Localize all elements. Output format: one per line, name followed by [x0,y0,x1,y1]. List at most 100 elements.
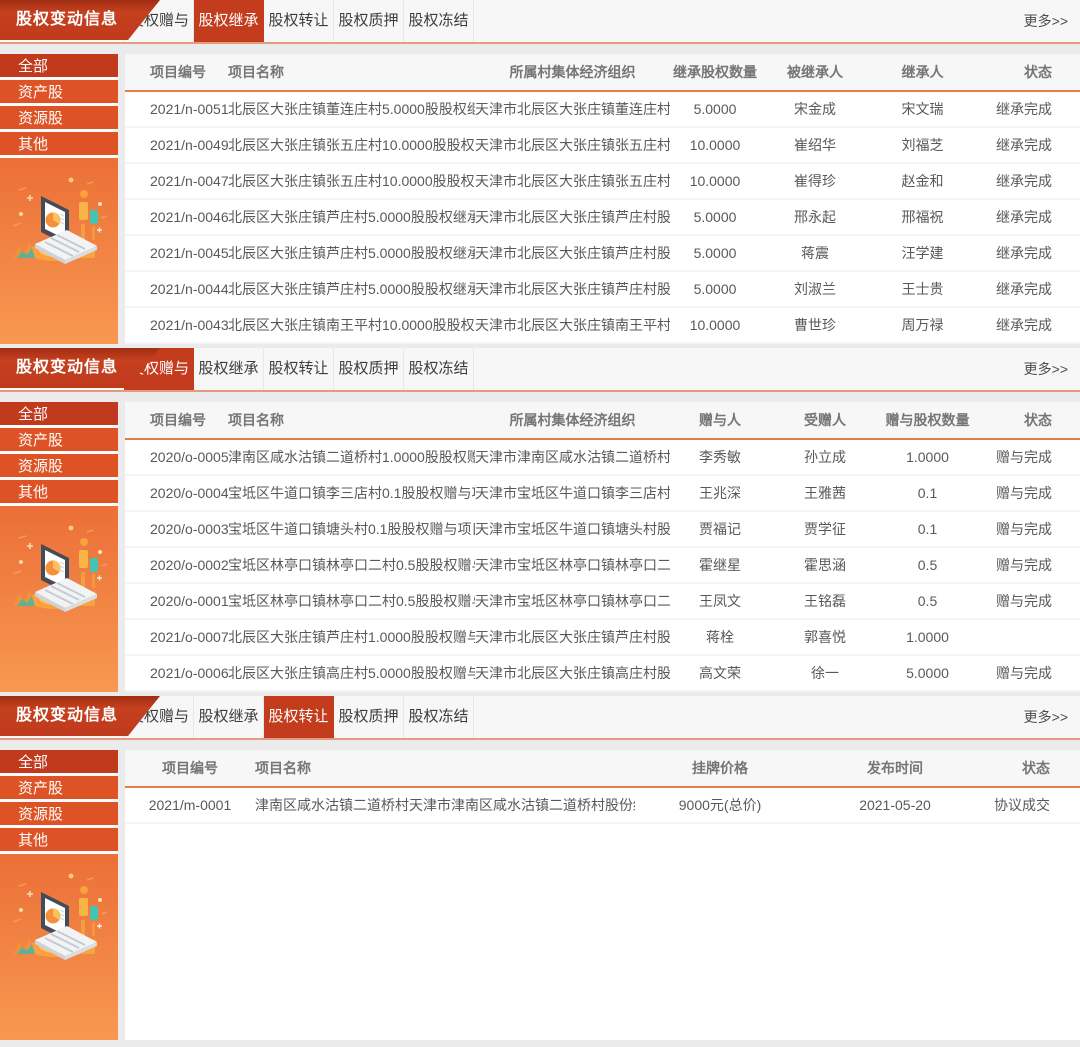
table-row[interactable]: 2021/n-0044 北辰区大张庄镇芦庄村5.0000股股权继承... 天津市北辰… [125,272,1080,308]
table-cell: 宝坻区牛道口镇塘头村0.1股股权赠与项目 [228,521,475,537]
sidebar-item-other[interactable]: 其他 [0,132,118,158]
tab-equity-pledge[interactable]: 股权质押 [334,696,404,738]
more-link[interactable]: 更多>> [1023,13,1068,29]
laptop-analytics-illustration [0,158,118,344]
tab-equity-freeze[interactable]: 股权冻结 [404,348,474,390]
table-cell: 北辰区大张庄镇芦庄村1.0000股股权赠与... [228,629,475,645]
table-cell: 2020/o-0001 [150,593,228,609]
table-cell: 天津市宝坻区牛道口镇李三店村股... [475,485,670,501]
table-cell: 继承完成 [996,173,1052,189]
table-cell: 2021-05-20 [859,797,931,813]
tab-equity-inheritance[interactable]: 股权继承 [194,696,264,738]
sidebar-item-asset-shares[interactable]: 资产股 [0,776,118,802]
sidebar-item-all[interactable]: 全部 [0,750,118,776]
table-cell: 继承完成 [996,101,1052,117]
section-title: 股权变动信息 [16,359,119,376]
table-cell: 1.0000 [906,449,949,465]
table-row[interactable]: 2021/n-0051 北辰区大张庄镇董连庄村5.0000股股权继... 天津市北辰… [125,92,1080,128]
column-header: 继承人 [901,64,944,80]
laptop-analytics-illustration [0,506,118,692]
table-cell: 天津市北辰区大张庄镇芦庄村股份... [475,281,670,297]
table-cell: 天津市北辰区大张庄镇芦庄村股份... [475,209,670,225]
gift-table: 项目编号 项目名称 所属村集体经济组织 赠与人 受赠人 赠与股权数量 状态 2020/o-00… [125,402,1080,692]
table-cell: 赠与完成 [996,665,1052,681]
tabbar: 股权变动信息 股权赠与 股权继承 股权转让 股权质押 股权冻结 更多>> [0,696,1080,740]
column-header: 发布时间 [867,760,923,776]
tab-equity-pledge[interactable]: 股权质押 [334,0,404,42]
sidebar-item-other[interactable]: 其他 [0,828,118,854]
table-row[interactable]: 2021/n-0045 北辰区大张庄镇芦庄村5.0000股股权继承... 天津市北辰… [125,236,1080,272]
tab-equity-transfer[interactable]: 股权转让 [264,0,334,42]
column-header: 挂牌价格 [692,760,748,776]
tab-equity-transfer[interactable]: 股权转让 [264,348,334,390]
table-cell: 北辰区大张庄镇芦庄村5.0000股股权继承... [228,281,475,297]
table-cell: 9000元(总价) [678,797,762,813]
table-cell: 王凤文 [699,593,741,609]
sidebar-item-asset-shares[interactable]: 资产股 [0,428,118,454]
sidebar-item-asset-shares[interactable]: 资产股 [0,80,118,106]
table-cell: 2021/o-0006 [150,665,228,681]
section-title: 股权变动信息 [16,11,119,28]
section-equity-transfer: 股权变动信息 股权赠与 股权继承 股权转让 股权质押 股权冻结 更多>> 全部 … [0,696,1080,1040]
table-row[interactable]: 2020/o-0003 宝坻区牛道口镇塘头村0.1股股权赠与项目 天津市宝坻区牛道口… [125,512,1080,548]
more-link[interactable]: 更多>> [1023,361,1068,377]
table-row[interactable]: 2021/n-0046 北辰区大张庄镇芦庄村5.0000股股权继承... 天津市北辰… [125,200,1080,236]
table-cell: 王雅茜 [804,485,846,501]
table-row[interactable]: 2021/n-0049 北辰区大张庄镇张五庄村10.0000股股权继... 天津市北… [125,128,1080,164]
sidebar-item-resource-shares[interactable]: 资源股 [0,454,118,480]
table-cell: 0.1 [917,521,938,537]
table-row[interactable]: 2021/m-0001 津南区咸水沽镇二道桥村天津市津南区咸水沽镇二道桥村股份经.… [125,788,1080,824]
tab-equity-pledge[interactable]: 股权质押 [334,348,404,390]
sidebar-item-all[interactable]: 全部 [0,54,118,80]
section-body: 全部 资产股 资源股 其他 项目编号 项目名称 挂牌价格 发布时间 状态 20 [0,750,1080,1040]
tab-equity-transfer[interactable]: 股权转让 [264,696,334,738]
tab-group: 股权赠与 股权继承 股权转让 股权质押 股权冻结 [124,348,474,390]
table-cell: 宝坻区林亭口镇林亭口二村0.5股股权赠与... [228,593,475,609]
section-title-ribbon: 股权变动信息 [0,696,160,736]
section-body: 全部 资产股 资源股 其他 项目编号 项目名称 所属村集体经济组织 继承股 [0,54,1080,344]
more-link[interactable]: 更多>> [1023,709,1068,725]
table-row[interactable]: 2020/o-0005 津南区咸水沽镇二道桥村1.0000股股权赠... 天津市津南… [125,440,1080,476]
table-cell: 2020/o-0003 [150,521,228,537]
table-cell: 协议成交 [994,797,1050,813]
table-cell: 天津市北辰区大张庄镇张五庄村股... [475,173,670,189]
table-cell: 周万禄 [901,317,944,333]
table-row[interactable]: 2020/o-0002 宝坻区林亭口镇林亭口二村0.5股股权赠与... 天津市宝坻区… [125,548,1080,584]
table-cell: 天津市北辰区大张庄镇芦庄村股份... [475,245,670,261]
table-row[interactable]: 2021/o-0007 北辰区大张庄镇芦庄村1.0000股股权赠与... 天津市北辰… [125,620,1080,656]
table-cell: 天津市宝坻区林亭口镇林亭口二村... [475,593,670,609]
table-cell: 王兆深 [699,485,741,501]
table-cell: 宋文瑞 [901,101,944,117]
sidebar-item-resource-shares[interactable]: 资源股 [0,802,118,828]
table-cell: 天津市北辰区大张庄镇高庄村股份... [475,665,670,681]
table-cell: 高文荣 [699,665,741,681]
table-cell: 北辰区大张庄镇芦庄村5.0000股股权继承... [228,245,475,261]
section-equity-gift: 股权变动信息 股权赠与 股权继承 股权转让 股权质押 股权冻结 更多>> 全部 … [0,348,1080,692]
column-header: 赠与人 [699,412,741,428]
category-sidebar: 全部 资产股 资源股 其他 [0,750,118,1040]
table-cell: 2021/n-0051 [150,101,228,117]
table-cell: 2020/o-0002 [150,557,228,573]
table-row[interactable]: 2021/n-0043 北辰区大张庄镇南王平村10.0000股股权继... 天津市北… [125,308,1080,344]
sidebar-item-other[interactable]: 其他 [0,480,118,506]
table-cell: 2020/o-0004 [150,485,228,501]
tab-equity-inheritance[interactable]: 股权继承 [194,348,264,390]
tab-equity-inheritance[interactable]: 股权继承 [194,0,264,42]
tab-equity-freeze[interactable]: 股权冻结 [404,696,474,738]
table-cell: 天津市北辰区大张庄镇芦庄村股份... [475,629,670,645]
sidebar-item-all[interactable]: 全部 [0,402,118,428]
table-cell: 天津市津南区咸水沽镇二道桥村股... [475,449,670,465]
table-cell: 霍思涵 [804,557,846,573]
inheritance-table: 项目编号 项目名称 所属村集体经济组织 继承股权数量 被继承人 继承人 状态 2021/n-0… [125,54,1080,344]
table-row[interactable]: 2021/n-0047 北辰区大张庄镇张五庄村10.0000股股权继... 天津市北… [125,164,1080,200]
table-cell: 2021/n-0049 [150,137,228,153]
table-cell: 刘福芝 [901,137,944,153]
table-cell: 宝坻区牛道口镇李三店村0.1股股权赠与项目 [228,485,475,501]
table-cell: 赠与完成 [996,593,1052,609]
sidebar-item-resource-shares[interactable]: 资源股 [0,106,118,132]
tab-equity-freeze[interactable]: 股权冻结 [404,0,474,42]
table-row[interactable]: 2021/o-0006 北辰区大张庄镇高庄村5.0000股股权赠与... 天津市北辰… [125,656,1080,692]
table-cell: 宋金成 [794,101,836,117]
table-row[interactable]: 2020/o-0004 宝坻区牛道口镇李三店村0.1股股权赠与项目 天津市宝坻区牛道… [125,476,1080,512]
table-row[interactable]: 2020/o-0001 宝坻区林亭口镇林亭口二村0.5股股权赠与... 天津市宝坻区… [125,584,1080,620]
